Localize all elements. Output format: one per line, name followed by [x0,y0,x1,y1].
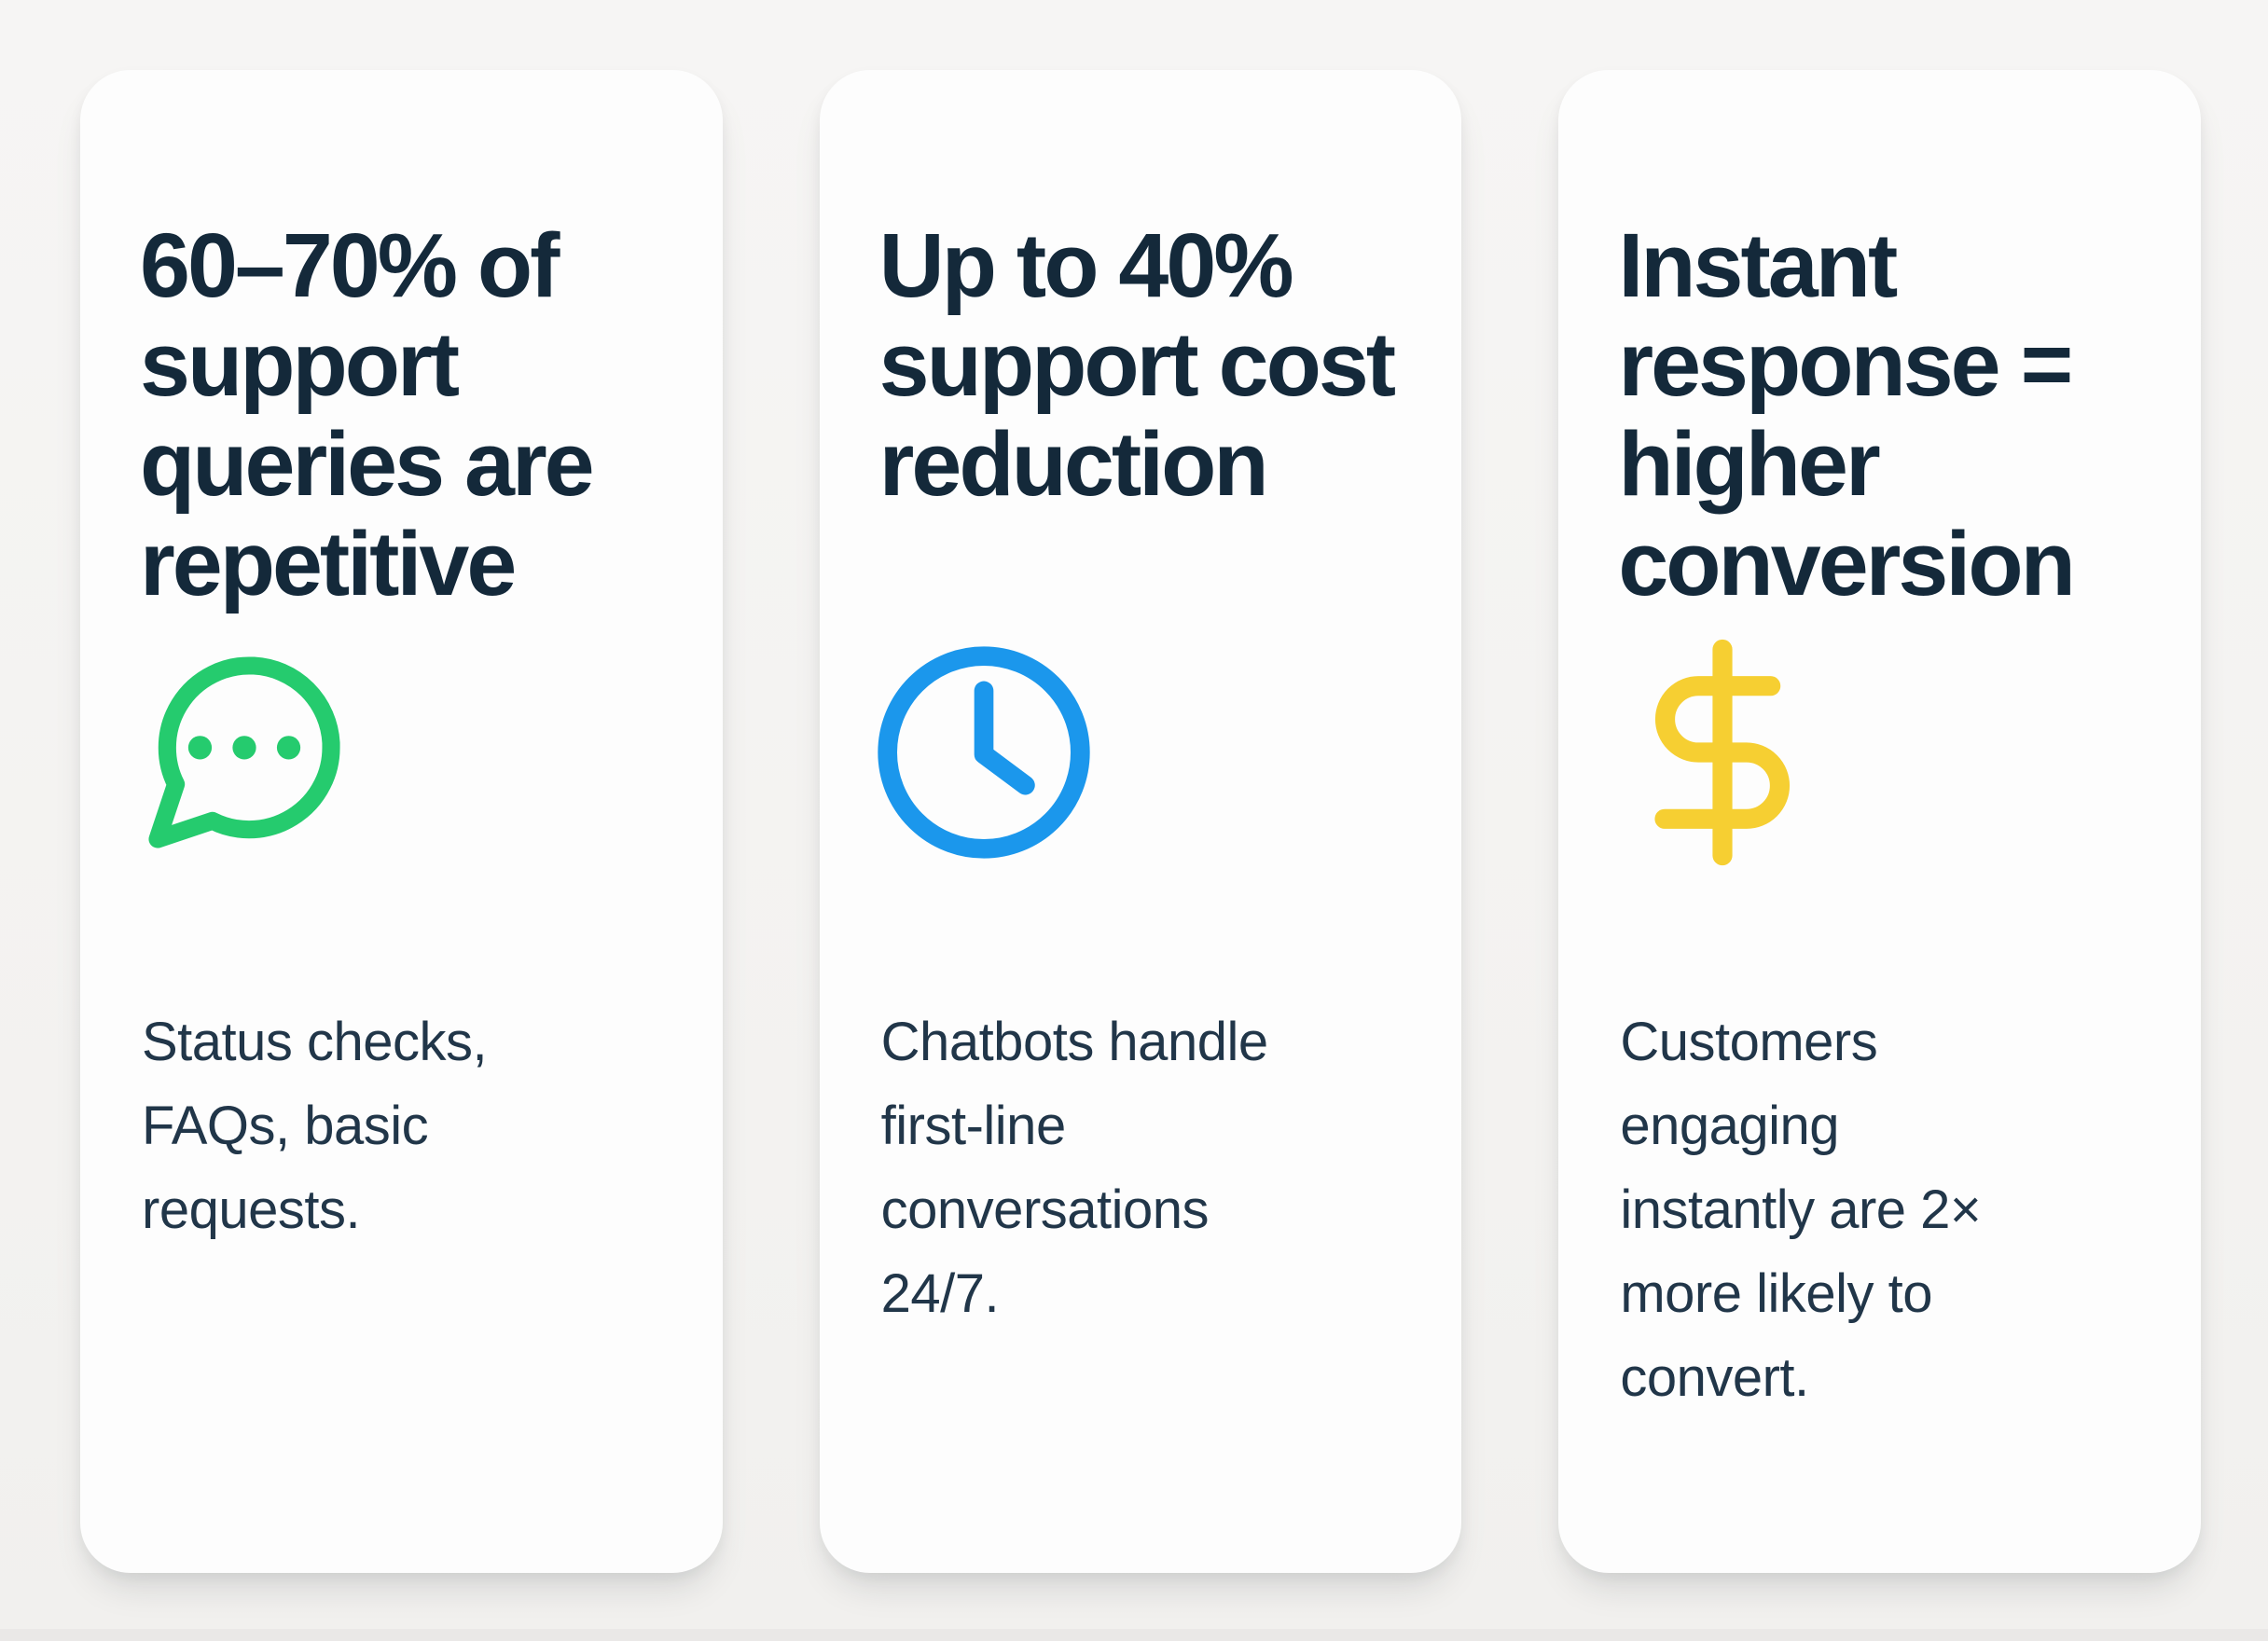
card-title: 60–70% of support queries are repetitive [140,214,595,614]
stat-card-cost-reduction: Up to 40% support cost reduction Chatbot… [819,70,1462,1573]
card-description: Status checks, FAQs, basic requests. [142,1012,488,1240]
card-description: Customers engaging instantly are 2× more… [1620,1012,1982,1408]
card-title: Instant response = higher conversion [1618,214,2075,614]
stat-card-instant-response: Instant response = higher conversion Cus… [1558,70,2202,1573]
card-description: Chatbots handle first-line conversations… [880,1012,1268,1324]
chat-bubble-icon [129,637,360,868]
stat-card-repetitive-queries: 60–70% of support queries are repetitive… [80,70,723,1573]
cards-row: 60–70% of support queries are repetitive… [80,70,2202,1573]
clock-icon [868,637,1099,868]
card-title: Up to 40% support cost reduction [878,214,1396,515]
dollar-sign-icon [1607,637,1838,868]
